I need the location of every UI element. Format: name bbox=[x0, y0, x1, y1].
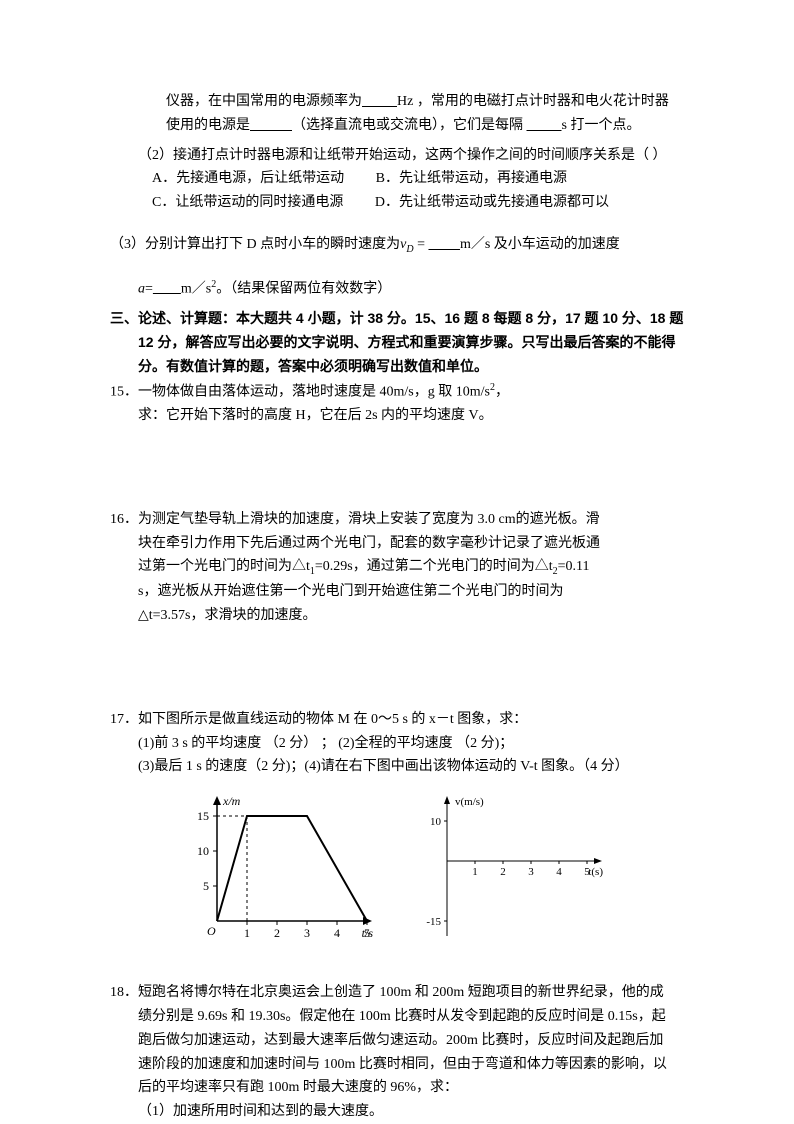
svg-text:1: 1 bbox=[472, 866, 478, 878]
question-line: 绩分别是 9.69s 和 19.30s。假定他在 100m 比赛时从发令到起跑的… bbox=[110, 1005, 684, 1029]
svg-text:10: 10 bbox=[430, 816, 442, 828]
question-18: 18．短跑名将博尔特在北京奥运会上创造了 100m 和 200m 短跑项目的新世… bbox=[110, 981, 684, 1124]
svg-text:10: 10 bbox=[197, 844, 209, 858]
text-fragment: m／s 及小车运动的加速度 bbox=[460, 237, 620, 252]
text-fragment: = bbox=[145, 281, 153, 296]
question-line: 求：它开始下落时的高度 H，它在后 2s 内的平均速度 V。 bbox=[110, 404, 684, 428]
text-fragment: = bbox=[414, 237, 429, 252]
svg-text:4: 4 bbox=[556, 866, 562, 878]
svg-text:2: 2 bbox=[274, 926, 280, 940]
xt-chart: 5101512345x/mt/sO bbox=[187, 791, 377, 941]
blank-field bbox=[250, 118, 292, 133]
svg-text:15: 15 bbox=[197, 809, 209, 823]
charts-container: 5101512345x/mt/sO 10-1512345v(m/s)t(s) bbox=[110, 791, 684, 941]
svg-text:5: 5 bbox=[203, 879, 209, 893]
text-fragment: m／s bbox=[181, 281, 211, 296]
text-fragment: s 打一个点。 bbox=[562, 118, 641, 133]
question-line: △t=3.57s，求滑块的加速度。 bbox=[110, 604, 684, 628]
svg-text:3: 3 bbox=[528, 866, 534, 878]
blank-field bbox=[153, 281, 181, 296]
question-line: a= m／s2。（结果保留两位有效数字） bbox=[110, 276, 684, 301]
question-line: 速阶段的加速度和加速时间与 100m 比赛时相同，但由于弯道和体力等因素的影响，… bbox=[110, 1053, 684, 1077]
text-fragment: 使用的电源是 bbox=[166, 118, 250, 133]
subscript-d: D bbox=[406, 244, 413, 255]
blank-field bbox=[362, 94, 397, 109]
text-fragment: ， bbox=[495, 384, 509, 399]
svg-text:v(m/s): v(m/s) bbox=[455, 796, 484, 808]
option-row: A．先接通电源，后让纸带运动 B．先让纸带运动，再接通电源 bbox=[110, 167, 684, 191]
blank-field bbox=[527, 118, 562, 133]
question-stem: （3）分别计算出打下 D 点时小车的瞬时速度为vD = m／s 及小车运动的加速… bbox=[110, 233, 684, 258]
question-3: （3）分别计算出打下 D 点时小车的瞬时速度为vD = m／s 及小车运动的加速… bbox=[110, 233, 684, 301]
question-line: 15．一物体做自由落体运动，落地时速度是 40m/s，g 取 10m/s2， bbox=[110, 379, 684, 404]
question-line: 16．为测定气垫导轨上滑块的加速度，滑块上安装了宽度为 3.0 cm的遮光板。滑 bbox=[110, 508, 684, 532]
text-fragment: =0.29s，通过第二个光电门的时间为△t bbox=[315, 559, 553, 574]
option-b: B．先让纸带运动，再接通电源 bbox=[376, 171, 567, 186]
svg-text:4: 4 bbox=[334, 926, 340, 940]
svg-text:2: 2 bbox=[500, 866, 506, 878]
blank-field bbox=[428, 237, 460, 252]
variable-a: a bbox=[138, 281, 145, 296]
question-16: 16．为测定气垫导轨上滑块的加速度，滑块上安装了宽度为 3.0 cm的遮光板。滑… bbox=[110, 508, 684, 628]
question-line: 后的平均速率只有跑 100m 时最大速度的 96%，求： bbox=[110, 1076, 684, 1100]
question-stem: （2）接通打点计时器电源和让纸带开始运动，这两个操作之间的时间顺序关系是（ ） bbox=[110, 144, 684, 168]
text-fragment: （3）分别计算出打下 D 点时小车的瞬时速度为 bbox=[110, 237, 400, 252]
svg-text:3: 3 bbox=[304, 926, 310, 940]
svg-text:t/s: t/s bbox=[362, 926, 374, 940]
question-line: s，遮光板从开始遮住第一个光电门到开始遮住第二个光电门的时间为 bbox=[110, 580, 684, 604]
svg-text:-15: -15 bbox=[426, 916, 441, 928]
text-fragment: 过第一个光电门的时间为△t bbox=[138, 559, 310, 574]
svg-text:x/m: x/m bbox=[222, 794, 241, 808]
text-fragment: （选择直流电或交流电），它们是每隔 bbox=[292, 118, 527, 133]
text-fragment: Hz ，常用的电磁打点计时器和电火花计时器 bbox=[397, 94, 669, 109]
svg-text:1: 1 bbox=[244, 926, 250, 940]
option-c: C．让纸带运动的同时接通电源 bbox=[152, 195, 343, 210]
vt-chart: 10-1512345v(m/s)t(s) bbox=[417, 791, 607, 941]
question-line: 18．短跑名将博尔特在北京奥运会上创造了 100m 和 200m 短跑项目的新世… bbox=[110, 981, 684, 1005]
section-heading: 三、论述、计算题：本大题共 4 小题，计 38 分。15、16 题 8 每题 8… bbox=[110, 307, 684, 378]
question-line: 块在牵引力作用下先后通过两个光电门，配套的数字毫秒计记录了遮光板通 bbox=[110, 532, 684, 556]
question-15: 15．一物体做自由落体运动，落地时速度是 40m/s，g 取 10m/s2， 求… bbox=[110, 379, 684, 428]
svg-text:O: O bbox=[207, 924, 216, 938]
question-line: 过第一个光电门的时间为△t1=0.29s，通过第二个光电门的时间为△t2=0.1… bbox=[110, 555, 684, 580]
option-row: C．让纸带运动的同时接通电源 D．先让纸带运动或先接通电源都可以 bbox=[110, 191, 684, 215]
text-fragment: 15．一物体做自由落体运动，落地时速度是 40m/s，g 取 10m/s bbox=[110, 384, 490, 399]
question-line: 跑后做匀加速运动，达到最大速率后做匀速运动。200m 比赛时，反应时间及起跑后加 bbox=[110, 1029, 684, 1053]
question-line: (1)前 3 s 的平均速度 （2 分） ； (2)全程的平均速度 （2 分)； bbox=[110, 732, 684, 756]
question-line: （1）加速所用时间和达到的最大速度。 bbox=[110, 1100, 684, 1124]
question-2: （2）接通打点计时器电源和让纸带开始运动，这两个操作之间的时间顺序关系是（ ） … bbox=[110, 144, 684, 215]
question-line: (3)最后 1 s 的速度（2 分)；(4)请在右下图中画出该物体运动的 V-t… bbox=[110, 755, 684, 779]
option-d: D．先让纸带运动或先接通电源都可以 bbox=[375, 195, 609, 210]
text-fragment: 。（结果保留两位有效数字） bbox=[216, 281, 391, 296]
question-17: 17．如下图所示是做直线运动的物体 M 在 0～5 s 的 x－t 图象，求： … bbox=[110, 708, 684, 941]
text-fragment: =0.11 bbox=[558, 559, 590, 574]
paragraph-continuation: 仪器，在中国常用的电源频率为 Hz ，常用的电磁打点计时器和电火花计时器 使用的… bbox=[110, 90, 684, 138]
svg-text:t(s): t(s) bbox=[588, 866, 603, 878]
text-line: 仪器，在中国常用的电源频率为 Hz ，常用的电磁打点计时器和电火花计时器 bbox=[110, 90, 684, 114]
text-fragment: 仪器，在中国常用的电源频率为 bbox=[166, 94, 362, 109]
text-line: 使用的电源是 （选择直流电或交流电），它们是每隔 s 打一个点。 bbox=[110, 114, 684, 138]
option-a: A．先接通电源，后让纸带运动 bbox=[152, 171, 344, 186]
question-line: 17．如下图所示是做直线运动的物体 M 在 0～5 s 的 x－t 图象，求： bbox=[110, 708, 684, 732]
